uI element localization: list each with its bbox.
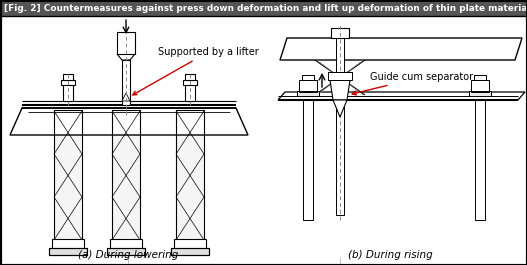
Bar: [303, 100, 313, 220]
Polygon shape: [280, 38, 522, 60]
Bar: [54, 110, 82, 240]
Bar: [1, 1, 526, 16]
Polygon shape: [10, 108, 248, 135]
Polygon shape: [278, 92, 525, 100]
Bar: [297, 91, 319, 96]
Bar: [63, 74, 73, 80]
Bar: [336, 28, 344, 215]
Polygon shape: [28, 240, 230, 255]
Bar: [61, 80, 75, 85]
Bar: [112, 110, 140, 240]
Text: Supported by a lifter: Supported by a lifter: [133, 47, 259, 95]
Bar: [328, 72, 352, 80]
Bar: [110, 239, 142, 249]
Bar: [112, 110, 140, 240]
Bar: [469, 91, 491, 96]
Polygon shape: [122, 93, 130, 101]
Polygon shape: [330, 80, 350, 100]
Bar: [302, 75, 314, 80]
Bar: [471, 80, 489, 92]
Bar: [54, 110, 82, 240]
Bar: [117, 32, 135, 54]
Bar: [107, 248, 145, 255]
Bar: [171, 248, 209, 255]
Bar: [331, 28, 349, 38]
Text: (a) During lowering: (a) During lowering: [78, 250, 178, 260]
Text: [Fig. 2] Countermeasures against press down deformation and lift up deformation : [Fig. 2] Countermeasures against press d…: [4, 4, 527, 13]
Bar: [185, 74, 195, 80]
Bar: [176, 110, 204, 240]
Bar: [122, 60, 130, 105]
Bar: [299, 80, 317, 92]
Bar: [107, 248, 145, 255]
Bar: [49, 248, 87, 255]
Polygon shape: [117, 54, 135, 60]
Text: (b) During rising: (b) During rising: [348, 250, 432, 260]
Polygon shape: [275, 220, 527, 232]
Bar: [174, 239, 206, 249]
Bar: [297, 91, 319, 96]
Bar: [52, 239, 84, 249]
Bar: [183, 80, 197, 85]
Bar: [63, 83, 73, 101]
Bar: [176, 110, 204, 240]
Bar: [474, 75, 486, 80]
Bar: [469, 91, 491, 96]
Bar: [49, 248, 87, 255]
Polygon shape: [333, 100, 347, 117]
Text: Guide cum separator: Guide cum separator: [352, 72, 473, 95]
Bar: [185, 83, 195, 101]
Bar: [475, 100, 485, 220]
Bar: [171, 248, 209, 255]
